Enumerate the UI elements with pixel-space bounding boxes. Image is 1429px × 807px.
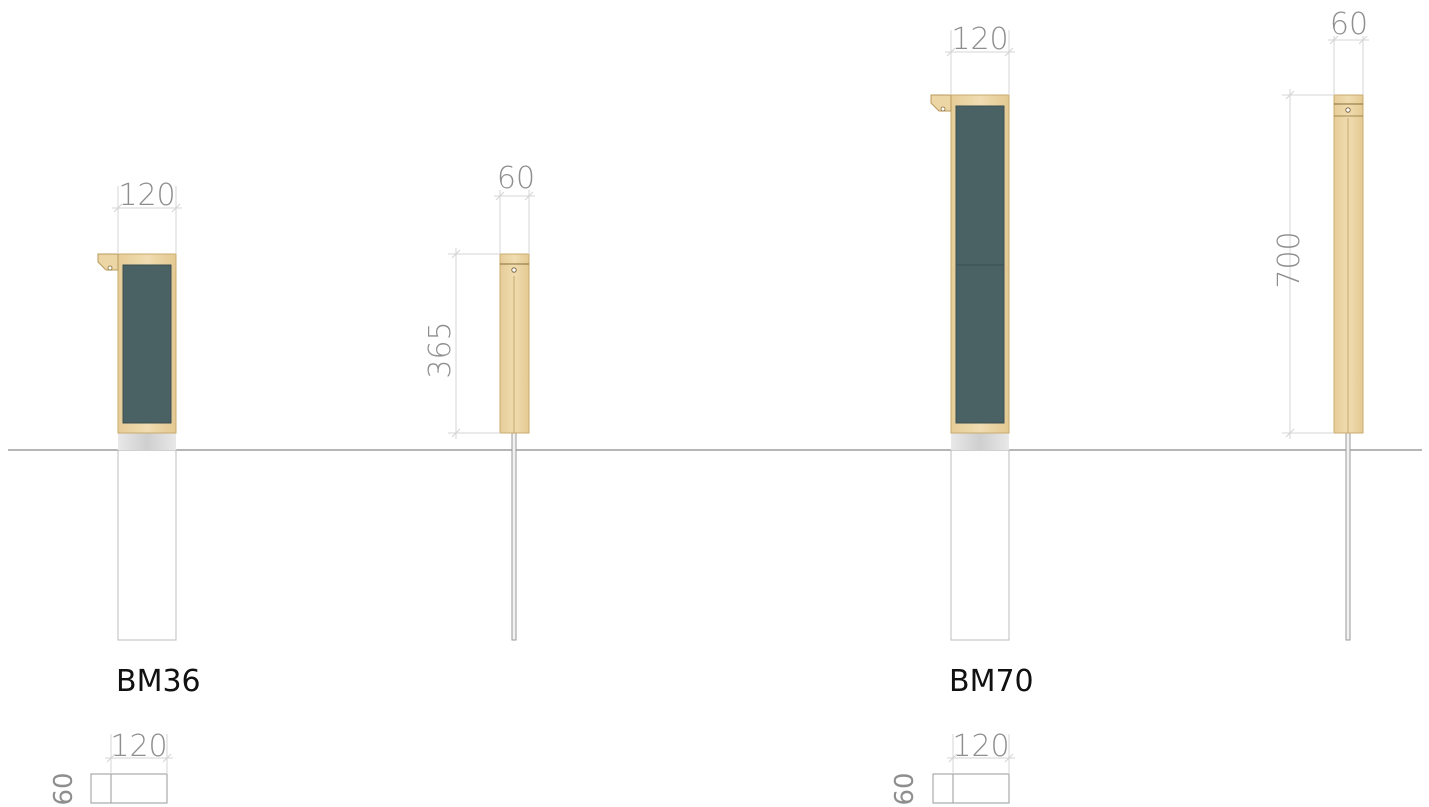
bm70-plan-view: 120 60 xyxy=(890,729,1015,806)
bm70-bracket-bolt xyxy=(940,106,946,112)
bm70-display-panel-lower xyxy=(955,264,1005,424)
bm70-side-body xyxy=(1333,94,1364,434)
bm36-side-width: 60 xyxy=(497,161,535,196)
bm36-side-bolt xyxy=(511,267,517,273)
bm70-height: 700 xyxy=(1272,231,1307,288)
bm36-front-width: 120 xyxy=(118,178,175,213)
bm70-model-label: BM70 xyxy=(949,664,1034,699)
bm70-side-view: 60 700 xyxy=(1272,7,1369,641)
bm36-model-label: BM36 xyxy=(116,664,201,699)
bm36-foundation-outline xyxy=(117,449,177,641)
bm70-foundation-outline xyxy=(950,449,1010,641)
bm36-plan-outline xyxy=(90,773,168,804)
bm36-bracket xyxy=(97,253,119,271)
bm36-side-view: 60 365 xyxy=(423,161,535,641)
bm36-plan-width: 120 xyxy=(110,729,167,764)
bm70-front-width: 120 xyxy=(951,22,1008,57)
bm70-side-bolt xyxy=(1345,107,1351,113)
bm36-bracket-bolt xyxy=(107,265,113,271)
bm36-display-panel xyxy=(122,264,172,424)
bm36-front-view: 120 xyxy=(97,178,182,641)
bm70-front-view: 120 xyxy=(930,22,1015,641)
bm36-height: 365 xyxy=(423,321,458,378)
bm70-base xyxy=(951,433,1009,450)
bm36-plan-view: 120 60 xyxy=(49,729,173,806)
bm36-side-body xyxy=(499,253,530,434)
bm70-side-width: 60 xyxy=(1330,7,1368,42)
bm70-display-panel-upper xyxy=(955,105,1005,266)
bm70-plan-outline xyxy=(932,773,1010,804)
bm70-plan-width: 120 xyxy=(952,729,1009,764)
bm36-plan-depth: 60 xyxy=(49,772,79,805)
bm70-bracket xyxy=(930,94,952,112)
bm70-plan-depth: 60 xyxy=(890,772,920,805)
bm36-base xyxy=(118,433,176,450)
